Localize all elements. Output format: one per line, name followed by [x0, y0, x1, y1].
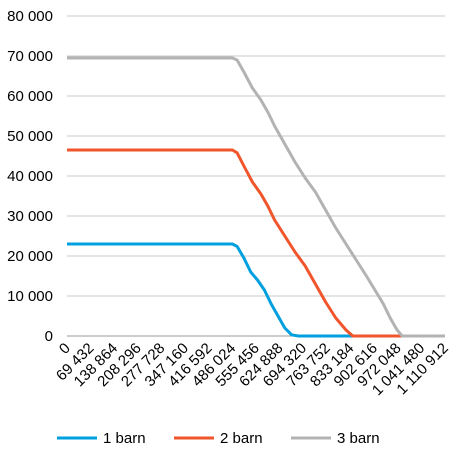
y-tick-label: 30 000 [7, 208, 53, 225]
y-axis-tick-labels: 0 10 000 20 000 30 000 40 000 50 000 60 000 70 … [7, 8, 53, 345]
y-tick-label: 80 000 [7, 8, 53, 25]
legend-label: 1 barn [103, 430, 146, 447]
legend-label: 2 barn [220, 430, 263, 447]
y-tick-label: 20 000 [7, 248, 53, 265]
gridlines [67, 15, 445, 337]
legend: 1 barn 2 barn 3 barn [57, 430, 380, 447]
y-tick-label: 10 000 [7, 288, 53, 305]
series-line-1 [67, 242, 445, 338]
legend-label: 3 barn [337, 430, 380, 447]
y-tick-label: 50 000 [7, 128, 53, 145]
y-tick-label: 60 000 [7, 88, 53, 105]
series-line-3 [67, 56, 445, 338]
series-line-2 [67, 148, 445, 338]
y-tick-label: 40 000 [7, 168, 53, 185]
series-lines [67, 56, 445, 338]
y-tick-label: 70 000 [7, 48, 53, 65]
y-tick-label: 0 [45, 328, 53, 345]
